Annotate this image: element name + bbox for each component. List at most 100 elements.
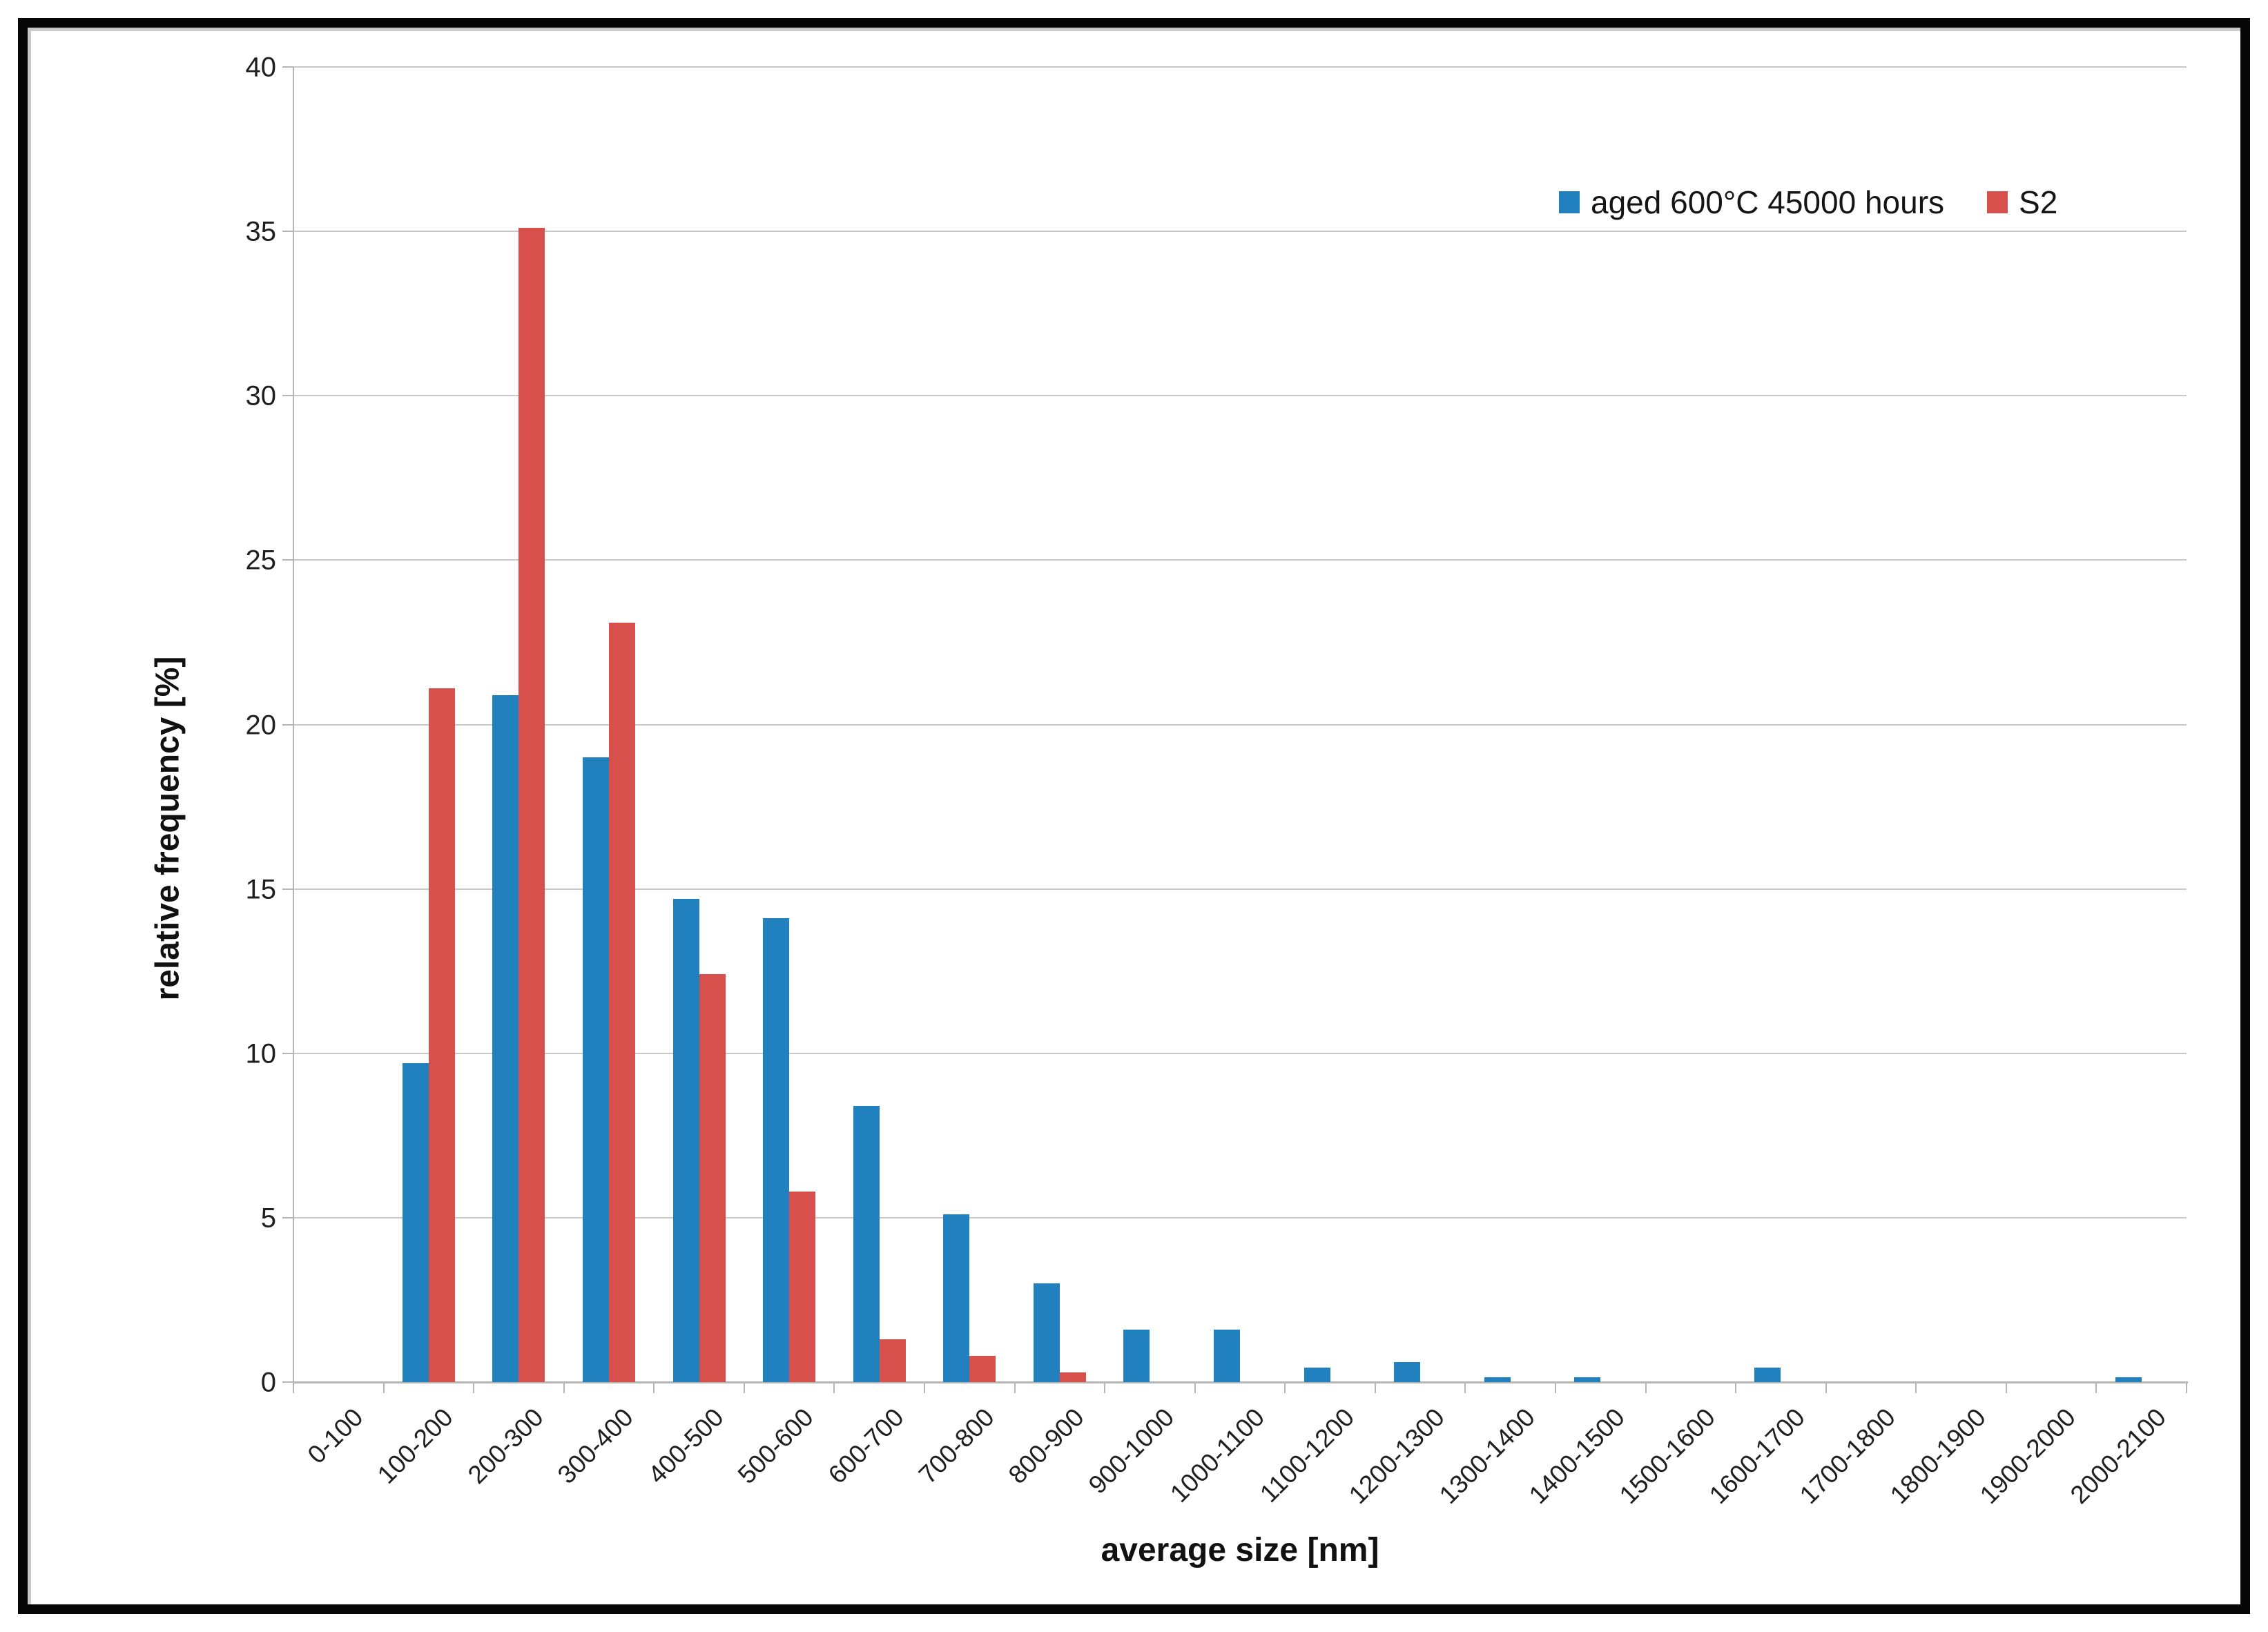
legend-item-series1: aged 600°C 45000 hours	[1559, 184, 1944, 221]
x-tick-label-1700-1800: 1700-1800	[1794, 1403, 1901, 1510]
legend-swatch-aged-icon	[1559, 191, 1580, 213]
y-axis-tick	[282, 66, 293, 68]
y-axis-tick	[282, 888, 293, 890]
x-axis-line	[293, 1381, 2188, 1383]
bar-s2-700-800	[969, 1355, 996, 1382]
bar-s2-100-200	[428, 688, 455, 1382]
x-tick-label-1900-2000: 1900-2000	[1975, 1403, 2082, 1510]
x-axis-tick	[1645, 1382, 1647, 1393]
bar-s2-500-600	[789, 1191, 816, 1382]
legend-swatch-s2-icon	[1987, 191, 2008, 213]
bar-aged-200-300	[492, 694, 519, 1382]
bar-s2-300-400	[609, 622, 635, 1382]
y-axis-tick	[282, 1381, 293, 1383]
y-tick-label: 30	[245, 380, 277, 411]
y-tick-label: 35	[245, 216, 277, 247]
y-tick-label: 15	[245, 874, 277, 905]
bar-aged-1600-1700	[1754, 1367, 1781, 1382]
bar-aged-1000-1100	[1214, 1329, 1240, 1382]
x-axis-tick	[1464, 1382, 1466, 1393]
x-axis-tick	[743, 1382, 745, 1393]
x-tick-label-300-400: 300-400	[552, 1403, 639, 1490]
x-axis-tick	[924, 1382, 925, 1393]
x-tick-label-1500-1600: 1500-1600	[1613, 1403, 1721, 1510]
x-axis-tick	[382, 1382, 385, 1393]
x-axis-tick	[1014, 1382, 1016, 1393]
x-axis-tick	[1825, 1382, 1827, 1393]
x-axis-tick	[473, 1382, 475, 1393]
x-axis-tick	[1915, 1382, 1917, 1393]
x-axis-tick	[1735, 1382, 1737, 1393]
y-axis-tick	[282, 559, 293, 561]
y-axis-line	[293, 67, 294, 1383]
x-axis-tick	[2005, 1382, 2007, 1393]
gridline-y-40	[293, 66, 2187, 68]
x-tick-label-600-700: 600-700	[822, 1403, 909, 1490]
x-axis-tick	[1104, 1382, 1106, 1393]
bar-aged-300-400	[583, 757, 609, 1382]
x-tick-label-1400-1500: 1400-1500	[1524, 1403, 1631, 1510]
y-axis-title: relative frequency [%]	[149, 656, 186, 1001]
y-tick-label: 5	[260, 1203, 276, 1234]
gridline-y-35	[293, 231, 2187, 233]
gridline-y-20	[293, 723, 2187, 726]
x-tick-label-1800-1900: 1800-1900	[1884, 1403, 1991, 1510]
legend-label-series2: S2	[2019, 184, 2058, 220]
x-axis-tick	[2095, 1382, 2097, 1393]
x-axis-tick	[1555, 1382, 1556, 1393]
x-axis-tick	[2186, 1382, 2187, 1393]
bar-aged-500-600	[763, 918, 790, 1382]
bar-s2-400-500	[699, 974, 726, 1382]
x-axis-tick	[563, 1382, 565, 1393]
x-axis-tick	[1374, 1382, 1376, 1393]
bar-s2-600-700	[879, 1339, 906, 1382]
x-axis-tick	[1284, 1382, 1286, 1393]
x-tick-label-1000-1100: 1000-1100	[1164, 1403, 1270, 1508]
gridline-y-5	[293, 1216, 2187, 1218]
y-tick-label: 20	[245, 710, 277, 740]
gridline-y-30	[293, 395, 2187, 397]
bar-aged-1100-1200	[1303, 1367, 1330, 1382]
y-tick-label: 40	[245, 52, 277, 83]
bar-aged-100-200	[402, 1063, 429, 1382]
gridline-y-15	[293, 888, 2187, 890]
gridline-y-25	[293, 559, 2187, 561]
x-tick-label-800-900: 800-900	[1002, 1403, 1089, 1490]
x-tick-label-200-300: 200-300	[462, 1403, 549, 1490]
x-tick-label-0-100: 0-100	[302, 1403, 369, 1469]
y-axis-tick	[282, 1052, 293, 1054]
x-tick-label-2000-2100: 2000-2100	[2064, 1403, 2171, 1510]
bar-aged-600-700	[853, 1105, 880, 1382]
x-axis-tick	[653, 1382, 655, 1393]
bar-aged-1400-1500	[1574, 1377, 1601, 1382]
bar-aged-900-1000	[1123, 1329, 1150, 1382]
x-tick-label-1200-1300: 1200-1300	[1344, 1403, 1451, 1510]
y-axis-tick	[282, 723, 293, 726]
x-tick-label-1600-1700: 1600-1700	[1704, 1403, 1811, 1510]
y-axis-tick	[282, 231, 293, 233]
y-axis-tick	[282, 395, 293, 397]
x-tick-label-500-600: 500-600	[733, 1403, 820, 1490]
x-tick-label-1300-1400: 1300-1400	[1433, 1403, 1540, 1510]
bar-s2-200-300	[518, 228, 545, 1382]
y-tick-label: 0	[260, 1367, 276, 1398]
x-axis-tick	[1194, 1382, 1196, 1393]
legend-label-series1: aged 600°C 45000 hours	[1591, 184, 1945, 220]
gridline-y-10	[293, 1052, 2187, 1054]
bar-s2-800-900	[1059, 1372, 1086, 1382]
bar-aged-400-500	[672, 898, 699, 1382]
legend-item-series2: S2	[1987, 184, 2057, 221]
y-tick-label: 25	[245, 545, 277, 576]
x-tick-label-900-1000: 900-1000	[1083, 1403, 1180, 1499]
bar-aged-1200-1300	[1394, 1362, 1421, 1382]
y-tick-label: 10	[245, 1038, 277, 1069]
x-axis-tick	[293, 1382, 294, 1393]
x-axis-title: average size [nm]	[1101, 1532, 1379, 1568]
x-tick-label-1100-1200: 1100-1200	[1254, 1403, 1360, 1508]
y-axis-tick	[282, 1216, 293, 1218]
legend: aged 600°C 45000 hours S2	[1559, 184, 2057, 221]
x-axis-tick	[833, 1382, 835, 1393]
x-tick-label-700-800: 700-800	[913, 1403, 1000, 1490]
bar-aged-800-900	[1033, 1283, 1060, 1382]
